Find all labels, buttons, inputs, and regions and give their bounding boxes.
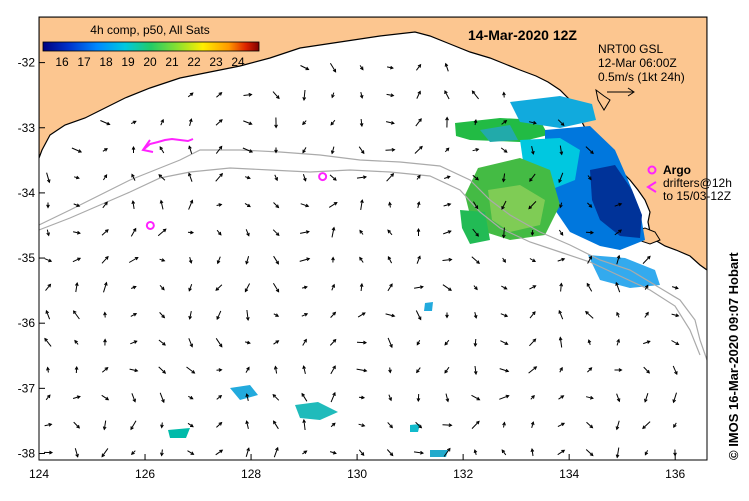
colorbar-tick-label: 20 (143, 55, 157, 69)
colorbar-ticks: 16 17 18 19 20 21 22 23 24 (55, 55, 245, 69)
drifter-legend-line2: to 15/03-12Z (663, 189, 731, 203)
y-tick-label: -36 (18, 316, 36, 330)
colorbar-tick-label: 22 (187, 55, 201, 69)
y-tick-label: -32 (18, 56, 36, 70)
colorbar-tick-label: 16 (55, 55, 69, 69)
colorbar-tick-label: 19 (121, 55, 135, 69)
x-tick-label: 136 (665, 467, 685, 481)
current-info-line1: NRT00 GSL (598, 42, 663, 56)
y-tick-label: -38 (18, 446, 36, 460)
y-tick-label: -34 (18, 186, 36, 200)
current-info-line3: 0.5m/s (1kt 24h) (598, 70, 685, 84)
credit-text: © IMOS 16-Mar-2020 09:07 Hobart (726, 252, 741, 460)
x-tick-label: 126 (135, 467, 155, 481)
colorbar-label: 4h comp, p50, All Sats (90, 23, 209, 37)
colorbar-tick-label: 18 (99, 55, 113, 69)
y-tick-label: -33 (18, 121, 36, 135)
x-tick-label: 124 (29, 467, 49, 481)
x-tick-label: 130 (347, 467, 367, 481)
colorbar-tick-label: 21 (165, 55, 179, 69)
map-title: 14-Mar-2020 12Z (468, 27, 577, 43)
argo-legend-label: Argo (663, 163, 691, 177)
drifter-legend-line1: drifters@12h (663, 176, 732, 190)
y-tick-label: -35 (18, 251, 36, 265)
x-tick-label: 134 (559, 467, 579, 481)
colorbar-tick-label: 17 (77, 55, 91, 69)
x-tick-label: 128 (241, 467, 261, 481)
colorbar-tick-label: 24 (231, 55, 245, 69)
current-info-line2: 12-Mar 06:00Z (598, 56, 677, 70)
x-tick-label: 132 (453, 467, 473, 481)
colorbar-tick-label: 23 (209, 55, 223, 69)
y-tick-label: -37 (18, 381, 36, 395)
